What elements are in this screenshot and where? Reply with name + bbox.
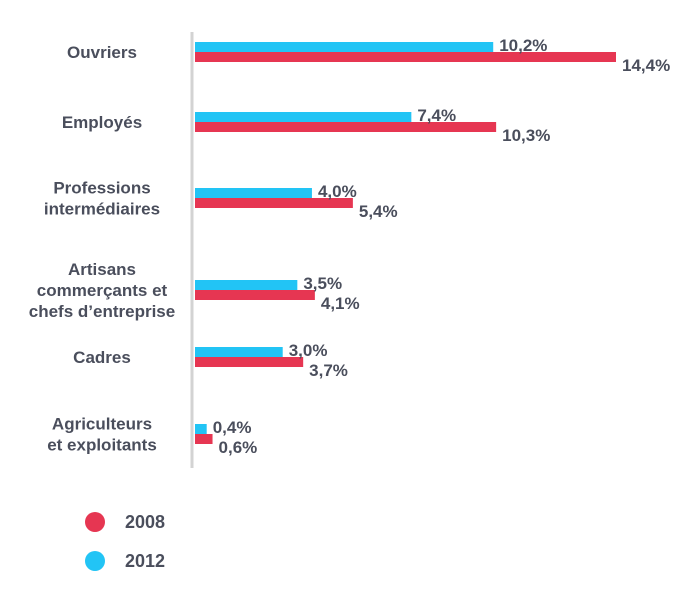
category-label-line: Employés: [62, 113, 142, 132]
value-label-2008: 3,7%: [309, 361, 348, 380]
value-label-2012: 0,4%: [213, 418, 252, 437]
category-label: Professions intermédiaires: [44, 179, 160, 219]
bars: [195, 42, 616, 444]
bar-2008: [195, 198, 353, 208]
category-label: Ouvriers: [67, 43, 137, 62]
bar-2012: [195, 112, 412, 122]
category-label-line: Agriculteurs: [52, 415, 152, 434]
category-label: Artisans commerçants et chefs d’entreprise: [29, 260, 175, 321]
category-label-line: Professions: [53, 179, 150, 198]
bar-2012: [195, 424, 207, 434]
legend-label-2012: 2012: [125, 551, 165, 571]
value-label-2012: 10,2%: [499, 36, 547, 55]
value-labels: 10,2% 14,4% 7,4% 10,3% 4,0%5,4% 3,5%4,1% 3,0%3…: [213, 36, 671, 457]
legend-swatch-2008: [85, 512, 105, 532]
category-label: Cadres: [73, 348, 131, 367]
category-label-line: Artisans: [68, 260, 136, 279]
bar-2012: [195, 347, 283, 357]
category-labels: Ouvriers Employés Professions intermédiaire…: [29, 43, 175, 455]
value-label-2012: 4,0%: [318, 182, 357, 201]
bar-2012: [195, 42, 494, 52]
value-label-2008: 5,4%: [359, 202, 398, 221]
bar-2012: [195, 280, 298, 290]
category-label-line: intermédiaires: [44, 200, 160, 219]
category-label-line: commerçants et: [37, 281, 168, 300]
bar-2008: [195, 122, 497, 132]
category-label-line: Cadres: [73, 348, 131, 367]
category-label: Employés: [62, 113, 142, 132]
value-label-2012: 7,4%: [417, 106, 456, 125]
value-label-2008: 10,3%: [502, 126, 550, 145]
value-label-2008: 0,6%: [219, 438, 258, 457]
legend-label-2008: 2008: [125, 512, 165, 532]
value-label-2008: 4,1%: [321, 294, 360, 313]
value-label-2008: 14,4%: [622, 56, 670, 75]
legend: 2008 2012: [85, 512, 165, 571]
category-label-line: Ouvriers: [67, 43, 137, 62]
bar-2008: [195, 52, 616, 62]
bar-2008: [195, 357, 304, 367]
bar-2008: [195, 434, 213, 444]
bar-2008: [195, 290, 315, 300]
legend-swatch-2012: [85, 551, 105, 571]
category-label: Agriculteurs et exploitants: [47, 415, 157, 455]
value-label-2012: 3,5%: [303, 274, 342, 293]
category-label-line: et exploitants: [47, 436, 157, 455]
bar-2012: [195, 188, 312, 198]
category-label-line: chefs d’entreprise: [29, 302, 175, 321]
value-label-2012: 3,0%: [289, 341, 328, 360]
